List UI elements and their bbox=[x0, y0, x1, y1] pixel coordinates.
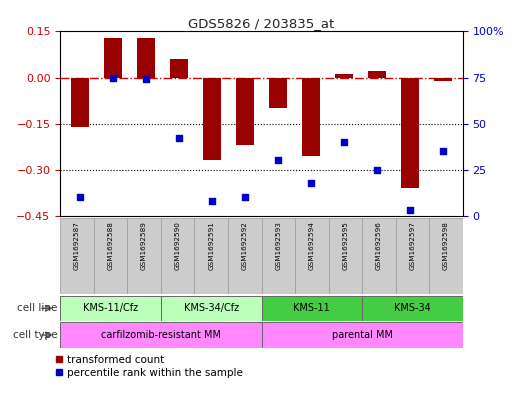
Bar bbox=[396, 218, 429, 294]
Point bbox=[274, 157, 282, 163]
Text: KMS-34/Cfz: KMS-34/Cfz bbox=[184, 303, 238, 313]
Point bbox=[340, 139, 348, 145]
Bar bbox=[236, 77, 254, 145]
Text: cell line: cell line bbox=[17, 303, 58, 313]
Bar bbox=[60, 296, 161, 321]
Text: GSM1692593: GSM1692593 bbox=[275, 221, 281, 270]
Text: KMS-11: KMS-11 bbox=[293, 303, 330, 313]
Bar bbox=[161, 296, 262, 321]
Bar bbox=[302, 77, 320, 156]
Bar bbox=[161, 218, 195, 294]
Point bbox=[175, 135, 183, 141]
Text: GSM1692587: GSM1692587 bbox=[74, 221, 80, 270]
Text: GSM1692595: GSM1692595 bbox=[343, 221, 348, 270]
Bar bbox=[60, 218, 94, 294]
Text: cell type: cell type bbox=[13, 330, 58, 340]
Bar bbox=[362, 218, 396, 294]
Bar bbox=[295, 218, 328, 294]
Bar bbox=[60, 322, 262, 348]
Point bbox=[76, 194, 84, 200]
Bar bbox=[262, 296, 362, 321]
Title: GDS5826 / 203835_at: GDS5826 / 203835_at bbox=[188, 17, 335, 30]
Point bbox=[208, 198, 216, 204]
Point bbox=[406, 207, 414, 213]
Text: GSM1692597: GSM1692597 bbox=[410, 221, 415, 270]
Bar bbox=[94, 218, 127, 294]
Bar bbox=[127, 218, 161, 294]
Text: carfilzomib-resistant MM: carfilzomib-resistant MM bbox=[101, 330, 221, 340]
Point bbox=[373, 167, 381, 173]
Text: GSM1692598: GSM1692598 bbox=[443, 221, 449, 270]
Bar bbox=[137, 38, 155, 77]
Bar bbox=[203, 77, 221, 160]
Bar bbox=[71, 77, 89, 127]
Bar bbox=[328, 218, 362, 294]
Bar bbox=[434, 77, 452, 81]
Text: GSM1692592: GSM1692592 bbox=[242, 221, 248, 270]
Bar bbox=[401, 77, 419, 188]
Point bbox=[142, 76, 150, 83]
Text: KMS-11/Cfz: KMS-11/Cfz bbox=[83, 303, 138, 313]
Bar bbox=[368, 72, 386, 77]
Text: GSM1692589: GSM1692589 bbox=[141, 221, 147, 270]
Bar bbox=[429, 218, 463, 294]
Bar bbox=[170, 59, 188, 77]
Text: GSM1692588: GSM1692588 bbox=[108, 221, 113, 270]
Bar bbox=[262, 218, 295, 294]
Bar bbox=[335, 74, 353, 77]
Point bbox=[439, 148, 447, 154]
Text: GSM1692596: GSM1692596 bbox=[376, 221, 382, 270]
Point bbox=[241, 194, 249, 200]
Bar bbox=[228, 218, 262, 294]
Bar bbox=[195, 218, 228, 294]
Text: KMS-34: KMS-34 bbox=[394, 303, 431, 313]
Bar bbox=[269, 77, 287, 108]
Bar bbox=[104, 38, 122, 77]
Legend: transformed count, percentile rank within the sample: transformed count, percentile rank withi… bbox=[55, 355, 243, 378]
Point bbox=[307, 180, 315, 186]
Text: GSM1692590: GSM1692590 bbox=[175, 221, 180, 270]
Bar bbox=[362, 296, 463, 321]
Text: GSM1692591: GSM1692591 bbox=[208, 221, 214, 270]
Point bbox=[109, 74, 117, 81]
Text: parental MM: parental MM bbox=[332, 330, 393, 340]
Bar bbox=[262, 322, 463, 348]
Text: GSM1692594: GSM1692594 bbox=[309, 221, 315, 270]
